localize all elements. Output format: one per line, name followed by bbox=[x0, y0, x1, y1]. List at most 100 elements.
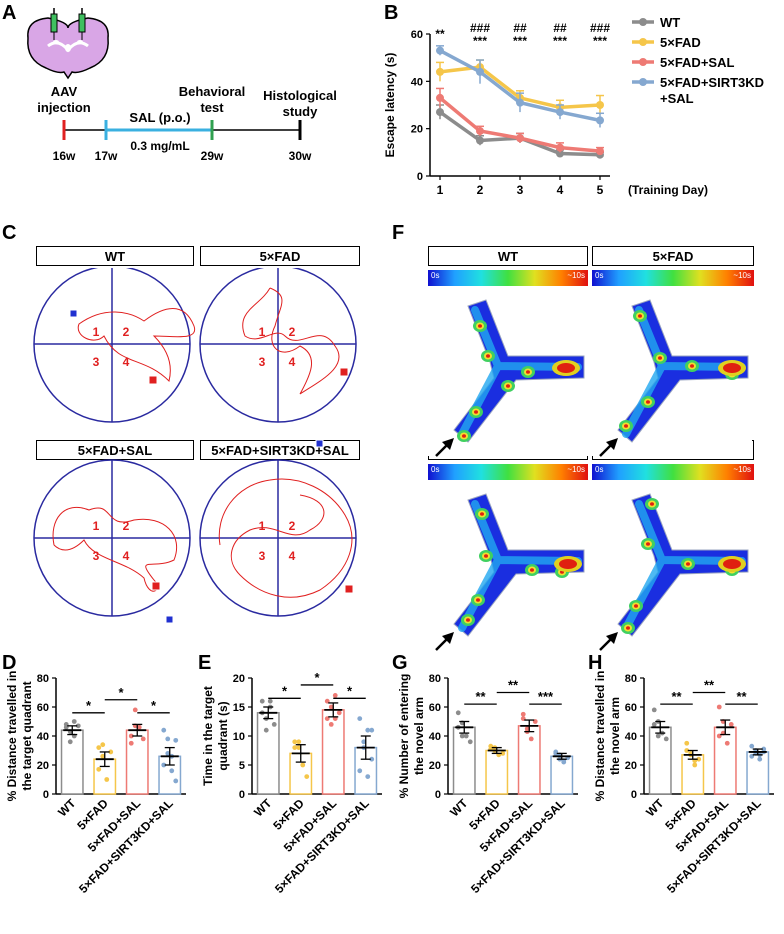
bar-dot bbox=[328, 722, 334, 727]
heat-spot-peak bbox=[466, 618, 470, 622]
b-point bbox=[596, 116, 604, 125]
bar-ytick-label: 0 bbox=[435, 789, 441, 801]
b-point bbox=[556, 108, 564, 117]
b-legend-label: +SAL bbox=[660, 91, 694, 106]
entry-arrow-head bbox=[442, 632, 454, 644]
b-point bbox=[556, 149, 564, 158]
bar-ylabel: the novel arm bbox=[412, 697, 426, 775]
quadrant-label: 3 bbox=[93, 355, 100, 369]
bar-dot bbox=[140, 736, 146, 742]
bar-category-label: WT bbox=[55, 796, 79, 820]
heat-spot-peak bbox=[478, 324, 482, 328]
ymaze-center-line bbox=[622, 500, 746, 632]
end-marker bbox=[339, 367, 349, 377]
bar-ylabel: % Distance travelled in bbox=[5, 671, 19, 802]
bar bbox=[517, 725, 541, 795]
b-ytick-label: 40 bbox=[411, 76, 423, 88]
heat-spot-peak bbox=[650, 502, 654, 506]
bar-dot bbox=[100, 753, 106, 759]
bar-dot bbox=[696, 756, 702, 762]
bar-dot bbox=[132, 707, 138, 713]
bar-dot bbox=[296, 745, 302, 750]
sig-label: *** bbox=[538, 689, 554, 704]
week-29: 29w bbox=[201, 149, 224, 163]
bar-dot bbox=[455, 710, 461, 716]
bar-dot bbox=[173, 778, 179, 784]
bar bbox=[485, 749, 509, 795]
bar-dot bbox=[165, 736, 171, 742]
b-legend-marker bbox=[639, 58, 647, 66]
quadrant-label: 2 bbox=[123, 519, 130, 533]
bar bbox=[321, 709, 345, 795]
watermaze-2: 2 1 3 4 bbox=[33, 459, 191, 624]
sig-label: * bbox=[347, 683, 353, 698]
b-annotation: ### bbox=[590, 21, 610, 35]
sig-label: * bbox=[282, 683, 288, 698]
entry-arrow-head bbox=[606, 632, 618, 644]
bar-ytick-label: 0 bbox=[239, 789, 245, 801]
watermaze-1: 2 1 3 4 bbox=[199, 268, 357, 448]
heat-spot-peak bbox=[474, 410, 478, 414]
bar-dot bbox=[520, 711, 526, 717]
bar-ylabel: % Number of entering bbox=[397, 674, 411, 799]
bar-dot bbox=[67, 739, 73, 745]
heat-spot-peak bbox=[690, 364, 694, 368]
panel-label-g: G bbox=[392, 652, 408, 674]
watermaze-tracks: 2 1 3 4 2 1 3 4 2 1 3 4 2 1 3 4 bbox=[33, 268, 357, 624]
b-point bbox=[476, 136, 484, 145]
swim-track bbox=[77, 308, 196, 382]
week-17: 17w bbox=[95, 149, 118, 163]
wm-label-wt: WT bbox=[36, 246, 194, 266]
heat-novel-arm-peak bbox=[723, 363, 741, 373]
label-sal: SAL (p.o.) bbox=[129, 110, 190, 125]
heat-spot-peak bbox=[526, 370, 530, 374]
heat-novel-arm-peak bbox=[559, 559, 577, 569]
b-point bbox=[476, 127, 484, 136]
b-point bbox=[436, 46, 444, 55]
b-ytick-label: 0 bbox=[417, 171, 423, 183]
bar-dot bbox=[263, 727, 269, 733]
entry-arrow-head bbox=[442, 438, 454, 450]
bar-dot bbox=[104, 777, 110, 782]
bar-chart-distance-target-quadrant: 0 20 40 60 80 % Distance travelled in the targ… bbox=[5, 671, 186, 896]
week-16: 16w bbox=[53, 149, 76, 163]
bar-ytick-label: 60 bbox=[429, 702, 441, 714]
heat-spot-peak bbox=[462, 434, 466, 438]
bar-dot bbox=[75, 723, 81, 729]
label-dose: 0.3 mg/mL bbox=[130, 139, 189, 153]
colorbar-wt: 0s ~10s bbox=[428, 270, 588, 286]
end-marker bbox=[344, 584, 354, 594]
bar-dot bbox=[651, 707, 657, 713]
swim-track bbox=[52, 507, 178, 592]
swim-track bbox=[242, 287, 340, 395]
b-xlabel: (Training Day) bbox=[628, 183, 708, 197]
quadrant-label: 3 bbox=[93, 549, 100, 563]
bar-dot bbox=[328, 704, 334, 710]
bar-dot bbox=[716, 704, 722, 710]
b-point bbox=[436, 93, 444, 102]
bar-dot bbox=[684, 748, 690, 753]
bar-dot bbox=[169, 768, 175, 774]
panel-label-h: H bbox=[588, 652, 603, 674]
ymaze-1 bbox=[592, 286, 752, 457]
bar-ylabel: Time in the target bbox=[201, 686, 215, 786]
bar-ytick-label: 20 bbox=[233, 673, 245, 685]
bar-ytick-label: 40 bbox=[37, 731, 49, 743]
b-legend-label: 5×FAD+SIRT3KD bbox=[660, 75, 764, 90]
heat-spot-peak bbox=[638, 314, 642, 318]
b-legend-label: WT bbox=[660, 15, 680, 30]
bar-dot bbox=[369, 756, 375, 762]
b-annotation: ** bbox=[435, 27, 445, 41]
bar-dot bbox=[100, 742, 106, 748]
bar-ylabel: the target quadrant bbox=[20, 681, 34, 790]
sig-label: * bbox=[86, 698, 92, 713]
quadrant-label: 4 bbox=[123, 355, 130, 369]
bar-ylabel: quadrant (s) bbox=[216, 701, 230, 770]
sig-label: ** bbox=[508, 678, 519, 693]
bar-ytick-label: 80 bbox=[429, 673, 441, 685]
ymaze-2 bbox=[428, 480, 588, 651]
heat-spot-peak bbox=[634, 604, 638, 608]
bar-ytick-label: 80 bbox=[625, 673, 637, 685]
bar-dot bbox=[369, 727, 375, 733]
bar-ytick-label: 60 bbox=[625, 702, 637, 714]
